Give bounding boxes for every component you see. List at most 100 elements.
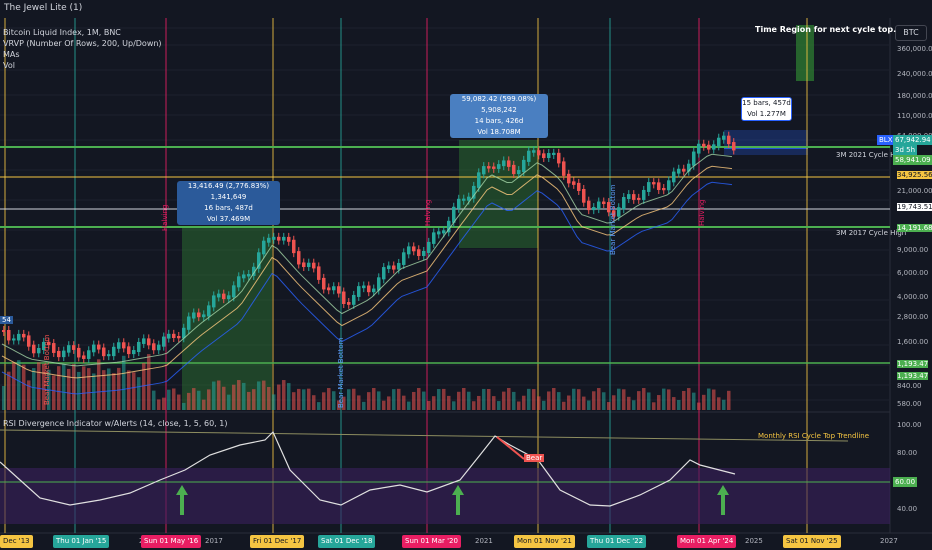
volume-bar-33 <box>167 389 171 410</box>
volume-bar-90 <box>452 401 456 410</box>
candle-body-38 <box>192 312 196 319</box>
volume-bar-124 <box>622 389 626 410</box>
price-tick-label: 21,000.00 <box>897 187 932 195</box>
candle-body-51 <box>257 252 261 269</box>
vrvp-legend[interactable]: VRVP (Number Of Rows, 200, Up/Down) <box>3 39 162 48</box>
volume-bar-118 <box>592 391 596 410</box>
volume-bar-86 <box>432 396 436 410</box>
candle-body-111 <box>557 152 561 164</box>
candle-body-49 <box>247 273 251 277</box>
candle-body-45 <box>227 295 231 300</box>
candle-body-28 <box>142 338 146 344</box>
volume-bar-128 <box>642 388 646 410</box>
volume-bar-67 <box>337 400 341 410</box>
candle-body-135 <box>677 168 681 174</box>
price-tick-label: 2,800.00 <box>897 313 929 321</box>
candle-body-106 <box>532 150 536 153</box>
volume-bar-92 <box>462 388 466 410</box>
candle-body-59 <box>297 251 301 265</box>
candle-body-46 <box>232 285 236 298</box>
volume-bar-74 <box>372 388 376 410</box>
volume-bar-52 <box>262 380 266 410</box>
candle-body-99 <box>497 164 501 169</box>
candle-body-81 <box>407 246 411 255</box>
candle-body-30 <box>152 343 156 351</box>
mas-legend[interactable]: MAs <box>3 50 20 59</box>
volume-bar-26 <box>132 372 136 410</box>
measure-2021-line3: Vol 18.708M <box>477 128 521 136</box>
candle-body-114 <box>572 181 576 185</box>
volume-bar-69 <box>347 389 351 410</box>
candle-body-117 <box>587 200 591 211</box>
candle-body-42 <box>212 295 216 308</box>
candle-body-88 <box>442 230 446 234</box>
price-tick-label: 1,193.47 <box>897 360 929 368</box>
candle-body-85 <box>427 241 431 253</box>
candle-body-127 <box>637 197 641 200</box>
candle-body-58 <box>292 239 296 254</box>
volume-bar-16 <box>82 366 86 410</box>
volume-bar-107 <box>537 396 541 410</box>
candle-body-56 <box>282 236 286 241</box>
bear-bottom-label-2015: Bear Market Bottom <box>43 334 51 405</box>
volume-bar-141 <box>707 388 711 410</box>
volume-bar-101 <box>507 388 511 410</box>
candle-body-136 <box>682 168 686 172</box>
volume-bar-136 <box>682 390 686 410</box>
candle-body-77 <box>387 265 391 270</box>
candle-body-4 <box>22 333 26 338</box>
date-tag: Fri 01 Dec '17 <box>250 535 305 548</box>
volume-bar-100 <box>502 391 506 410</box>
volume-bar-18 <box>92 373 96 410</box>
measure-box-2017: 13,416.49 (2,776.83%) 1,341,649 16 bars,… <box>177 181 280 225</box>
currency-badge[interactable]: BTC <box>895 25 927 41</box>
candle-body-65 <box>327 287 331 291</box>
volume-bar-144 <box>722 399 726 410</box>
volume-bar-71 <box>357 395 361 410</box>
candle-body-27 <box>137 341 141 353</box>
candle-body-47 <box>237 276 241 288</box>
halving-label-2020: Halving <box>424 199 432 226</box>
candle-body-63 <box>317 266 321 280</box>
symbol-tag: BLX <box>877 135 895 145</box>
candle-body-17 <box>87 350 91 359</box>
candle-body-19 <box>97 344 101 350</box>
candle-body-141 <box>707 144 711 150</box>
candle-body-9 <box>47 341 51 346</box>
date-tag: Thu 01 Dec '22 <box>587 535 647 548</box>
candle-body-82 <box>412 246 416 252</box>
candle-body-55 <box>277 236 281 241</box>
volume-bar-0 <box>2 386 6 410</box>
volume-bar-145 <box>727 390 731 410</box>
candle-body-104 <box>522 159 526 173</box>
candle-body-40 <box>202 314 206 318</box>
halving-label-2016: Halving <box>161 204 169 231</box>
volume-bar-25 <box>127 370 131 410</box>
rsi-line <box>0 430 736 507</box>
date-tag: Sat 01 Dec '18 <box>318 535 376 548</box>
candle-body-25 <box>127 346 131 355</box>
volume-bar-120 <box>602 392 606 410</box>
candle-body-71 <box>357 286 361 297</box>
cycle-high-2021-tag: 58,941.09 <box>893 155 932 165</box>
measure-2021-line1: 59,082.42 (599.08%) 5,908,242 <box>461 95 537 114</box>
candle-body-3 <box>17 333 21 341</box>
ma-mid <box>1 165 733 379</box>
candle-body-92 <box>462 198 466 201</box>
candle-body-118 <box>592 207 596 211</box>
candle-body-91 <box>457 198 461 209</box>
symbol-legend[interactable]: Bitcoin Liquid Index, 1M, BNC <box>3 28 121 37</box>
price-tick-label: 19,743.51 <box>897 203 932 211</box>
vol-legend[interactable]: Vol <box>3 61 15 70</box>
rsi-indicator-legend[interactable]: RSI Divergence Indicator w/Alerts (14, c… <box>3 419 228 428</box>
volume-bar-37 <box>187 392 191 410</box>
volume-bar-8 <box>42 363 46 410</box>
volume-bar-27 <box>137 377 141 410</box>
volume-bar-134 <box>672 397 676 410</box>
cycle-high-2017-label: 3M 2017 Cycle High <box>836 229 907 237</box>
last-price-tag: 67,942.94 <box>893 135 932 145</box>
candle-body-134 <box>672 171 676 183</box>
candle-body-33 <box>167 333 171 339</box>
